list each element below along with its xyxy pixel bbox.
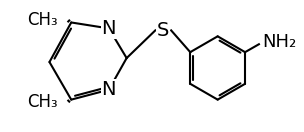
Text: S: S	[157, 21, 169, 40]
Text: N: N	[102, 80, 116, 99]
Text: CH₃: CH₃	[27, 11, 57, 29]
Text: N: N	[102, 19, 116, 38]
Text: CH₃: CH₃	[27, 93, 57, 111]
Text: NH₂: NH₂	[262, 33, 296, 51]
